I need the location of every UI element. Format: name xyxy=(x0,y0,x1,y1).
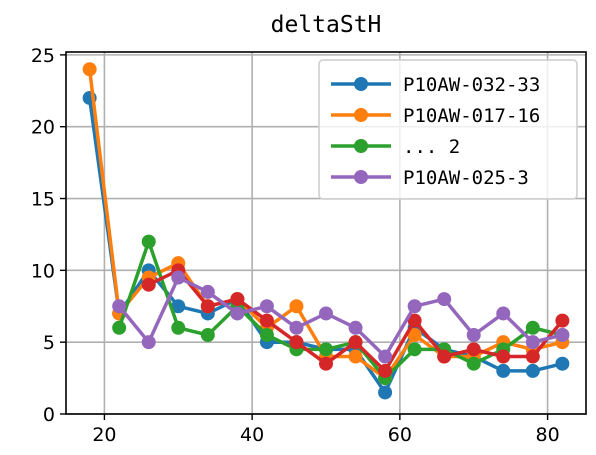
data-point xyxy=(171,299,186,314)
data-point xyxy=(525,349,540,364)
legend-box xyxy=(318,59,578,200)
data-point xyxy=(289,335,304,350)
legend-entry: P10AW-025-3 xyxy=(331,167,529,189)
data-point xyxy=(525,335,540,350)
data-point xyxy=(82,62,97,77)
data-point xyxy=(555,327,570,342)
data-point xyxy=(348,335,363,350)
series-3 xyxy=(141,263,570,378)
data-point xyxy=(319,342,333,357)
data-point xyxy=(437,292,452,307)
data-point xyxy=(259,327,274,342)
x-tick-label: 60 xyxy=(388,424,412,446)
data-point xyxy=(378,349,393,364)
data-point xyxy=(141,277,156,292)
data-point xyxy=(171,320,186,335)
legend-label: P10AW-032-33 xyxy=(403,74,540,96)
data-point xyxy=(141,335,156,350)
data-point xyxy=(259,299,274,314)
data-point xyxy=(319,306,333,321)
data-point xyxy=(466,327,481,342)
y-tick-label: 20 xyxy=(31,117,55,139)
data-point xyxy=(319,356,333,371)
data-point xyxy=(525,320,540,335)
data-point xyxy=(496,363,511,378)
legend-label: P10AW-025-3 xyxy=(403,167,529,189)
y-tick-label: 10 xyxy=(31,260,55,282)
data-point xyxy=(378,385,393,400)
chart-title: deltaStH xyxy=(271,12,382,38)
data-point xyxy=(555,313,570,328)
legend-marker xyxy=(354,77,368,91)
y-tick-label: 0 xyxy=(43,404,55,426)
legend-marker xyxy=(354,170,368,184)
x-tick-label: 80 xyxy=(535,424,559,446)
series-line xyxy=(117,239,563,380)
data-point xyxy=(348,320,363,335)
data-point xyxy=(230,306,245,321)
legend-entry: ... 2 xyxy=(331,136,460,158)
data-point xyxy=(407,342,422,357)
legend-marker xyxy=(354,139,368,153)
data-point xyxy=(555,356,570,371)
data-point xyxy=(230,292,245,307)
data-point xyxy=(112,299,127,314)
data-point xyxy=(407,313,422,328)
data-point xyxy=(259,313,274,328)
data-point xyxy=(141,234,156,249)
data-point xyxy=(466,356,481,371)
data-point xyxy=(200,299,215,314)
data-point xyxy=(466,342,481,357)
x-tick-label: 20 xyxy=(92,424,116,446)
x-tick-label: 40 xyxy=(240,424,264,446)
y-tick-label: 5 xyxy=(43,332,55,354)
data-point xyxy=(112,320,127,335)
data-point xyxy=(348,349,363,364)
data-point xyxy=(407,299,422,314)
data-point xyxy=(525,363,540,378)
legend-label: P10AW-017-16 xyxy=(403,105,540,127)
data-point xyxy=(289,299,304,314)
data-point xyxy=(496,306,511,321)
data-point xyxy=(437,349,452,364)
data-point xyxy=(200,327,215,342)
y-tick-label: 25 xyxy=(31,45,55,67)
data-point xyxy=(407,327,422,342)
legend-entry: P10AW-032-33 xyxy=(331,74,540,96)
axes: 20 40 60 80 0 5 10 15 20 25 xyxy=(31,45,587,446)
data-point xyxy=(200,284,215,299)
series-group xyxy=(82,62,570,400)
legend: P10AW-032-33 P10AW-017-16 ... 2 P10AW-025-3 xyxy=(318,59,578,200)
plot-frame xyxy=(65,51,587,415)
series-4 xyxy=(112,270,570,364)
y-tick-label: 15 xyxy=(31,189,55,211)
series-line xyxy=(117,275,563,359)
data-point xyxy=(171,270,186,285)
legend-marker xyxy=(354,108,368,122)
data-point xyxy=(378,363,393,378)
legend-label: ... 2 xyxy=(403,136,460,158)
legend-entry: P10AW-017-16 xyxy=(331,105,540,127)
data-point xyxy=(496,349,511,364)
data-point xyxy=(289,320,304,335)
